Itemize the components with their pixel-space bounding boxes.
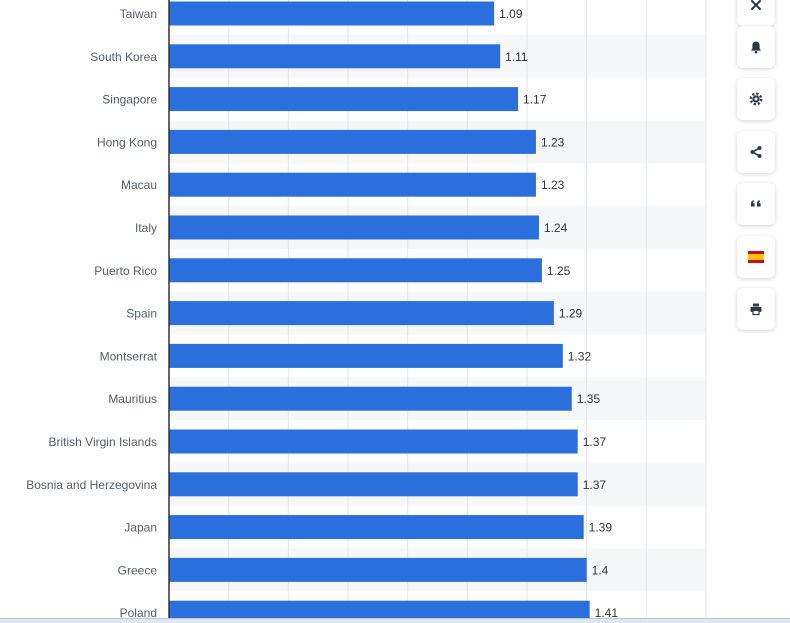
value-label: 1.23 (541, 178, 565, 192)
close-icon (751, 0, 761, 10)
category-label: South Korea (90, 50, 157, 64)
value-label: 1.09 (499, 7, 523, 21)
gear-icon (749, 92, 763, 106)
value-label: 1.29 (559, 307, 583, 321)
bar (169, 258, 542, 283)
category-label: Taiwan (120, 7, 157, 21)
bar (169, 343, 563, 368)
bar (169, 429, 578, 454)
notification-button[interactable] (737, 26, 775, 68)
bar (169, 557, 587, 582)
value-label: 1.37 (583, 478, 607, 492)
print-button[interactable] (737, 288, 775, 330)
bar (169, 44, 501, 69)
language-button[interactable] (737, 236, 775, 278)
value-label: 1.35 (577, 392, 601, 406)
bar (169, 1, 495, 26)
share-icon (750, 146, 762, 158)
bar (169, 129, 536, 154)
bar (169, 600, 590, 619)
settings-button[interactable] (737, 78, 775, 120)
category-label: Bosnia and Herzegovina (26, 478, 157, 492)
category-label: Puerto Rico (94, 264, 157, 278)
category-label: Macau (121, 178, 157, 192)
cite-button[interactable] (737, 183, 775, 225)
category-label: Greece (118, 563, 158, 577)
category-label: Hong Kong (97, 135, 157, 149)
category-label: Montserrat (100, 349, 158, 363)
category-label: Singapore (102, 93, 157, 107)
value-label: 1.32 (568, 349, 592, 363)
bar-chart: Taiwan 1.09 South Korea 1.11 Singapore 1.17 Ho… (26, 0, 707, 619)
category-label: Spain (126, 307, 157, 321)
print-icon (750, 303, 762, 316)
bar (169, 472, 578, 497)
value-label: 1.17 (523, 93, 547, 107)
category-label: Mauritius (108, 392, 157, 406)
spain-flag-icon (748, 251, 764, 263)
bar (169, 215, 539, 240)
value-label: 1.41 (595, 606, 619, 619)
value-label: 1.37 (583, 435, 607, 449)
category-label: British Virgin Islands (49, 435, 158, 449)
bar (169, 301, 554, 326)
value-label: 1.11 (505, 50, 528, 64)
bottom-scroll-strip (0, 618, 790, 623)
bar (169, 87, 519, 112)
share-button[interactable] (737, 131, 775, 173)
value-label: 1.4 (592, 563, 609, 577)
bell-icon (751, 41, 761, 54)
bar (169, 172, 536, 197)
quote-icon (751, 200, 761, 207)
value-label: 1.39 (589, 521, 613, 535)
chart-area: Taiwan 1.09 South Korea 1.11 Singapore 1.17 Ho… (26, 0, 707, 619)
value-label: 1.25 (547, 264, 571, 278)
bar (169, 515, 584, 540)
close-button[interactable] (737, 0, 775, 26)
category-label: Poland (120, 606, 157, 619)
bar (169, 386, 572, 411)
category-label: Japan (124, 521, 157, 535)
value-label: 1.24 (544, 221, 568, 235)
category-label: Italy (135, 221, 157, 235)
value-label: 1.23 (541, 135, 565, 149)
